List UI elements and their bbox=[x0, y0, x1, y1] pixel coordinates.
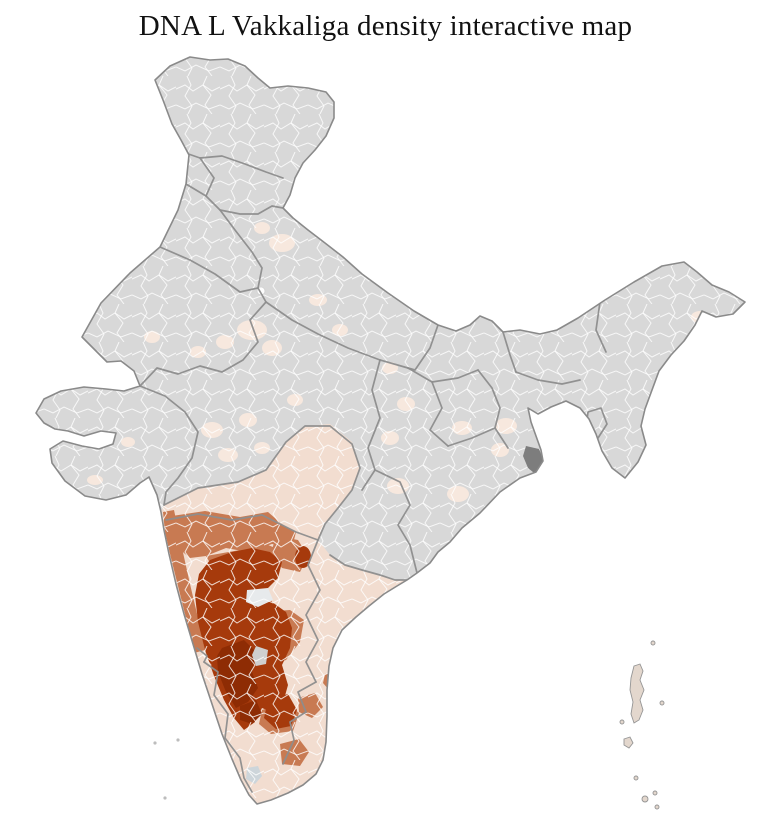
india-outline bbox=[35, 56, 746, 805]
lakshadweep-islands[interactable] bbox=[153, 738, 180, 800]
andaman-nicobar-islands[interactable] bbox=[619, 640, 665, 810]
page-title: DNA L Vakkaliga density interactive map bbox=[138, 10, 633, 42]
state-borders bbox=[139, 149, 608, 793]
